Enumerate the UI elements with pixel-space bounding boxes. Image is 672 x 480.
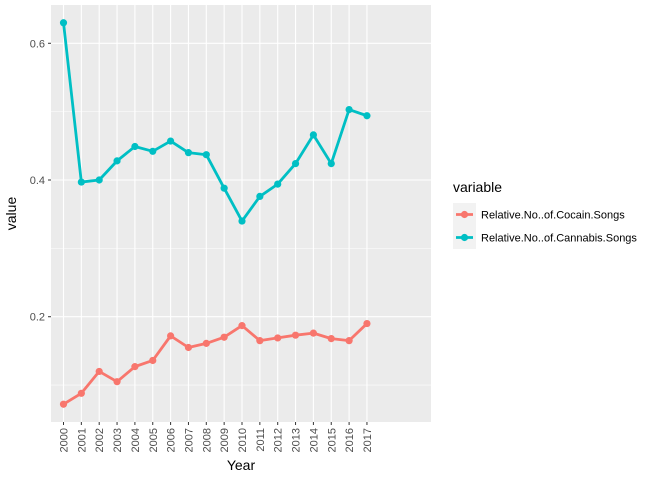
legend-label: Relative.No..of.Cannabis.Songs [481,233,637,245]
data-point [256,337,264,345]
series-1 [59,19,371,225]
data-point [345,105,353,114]
data-point [327,159,335,168]
data-point [77,178,85,186]
x-tick-label: 2009 [219,428,231,452]
y-axis-title: value [3,197,19,231]
x-tick-label: 2008 [201,428,213,452]
x-tick-label: 2007 [183,428,195,452]
data-point [202,339,210,347]
data-point [149,356,157,365]
minor-gridlines [51,111,431,386]
data-point [363,112,371,120]
x-tick-label: 2010 [237,428,249,452]
data-point [184,343,193,352]
data-point [149,147,157,155]
series-line [62,21,369,223]
data-point [309,131,317,139]
x-tick-label: 2000 [59,428,71,452]
x-tick-label: 2015 [326,428,338,452]
data-point [327,335,335,343]
data-point [131,142,139,151]
data-point [202,151,210,159]
data-point [220,333,228,341]
data-point [113,378,121,386]
data-point [291,159,300,168]
x-axis: 2000 2001 2002 2003 2004 2005 2006 2007 2008 2009… [59,422,374,452]
x-tick-label: 2005 [148,428,160,452]
data-point [95,176,103,184]
data-point [363,319,371,328]
legend: variable Relative.No..of.Cocain.Songs Rel… [453,179,637,249]
data-point [95,367,103,376]
x-tick-label: 2014 [308,428,320,452]
data-point [167,332,175,340]
x-tick-label: 2013 [291,428,303,452]
x-tick-label: 2016 [344,428,356,452]
data-point [220,184,228,192]
data-point [238,217,246,225]
data-point [59,19,68,27]
data-point [59,400,68,408]
data-point [184,149,193,157]
y-tick-label: 0.6 [30,38,45,50]
data-point [238,322,246,330]
data-point [167,137,175,145]
y-tick-label: 0.4 [30,175,45,187]
plot-panel [51,5,431,422]
series-0 [59,319,371,408]
series-layer [59,19,371,408]
data-point [291,331,300,339]
x-tick-label: 2001 [76,428,88,452]
legend-key [453,203,476,226]
x-tick-label: 2002 [94,428,106,452]
x-tick-label: 2012 [273,428,285,452]
x-axis-title: Year [227,457,256,473]
y-axis: 0.2 0.4 0.6 [30,38,51,324]
data-point [77,389,85,397]
x-tick-label: 2003 [112,428,124,452]
data-point [345,337,353,345]
y-tick-label: 0.2 [30,312,45,324]
data-point [131,363,139,371]
data-point [113,157,121,165]
data-point [274,334,282,342]
data-point [274,180,282,188]
legend-key [453,226,476,249]
data-point [256,192,264,201]
x-tick-label: 2011 [255,428,267,452]
x-tick-label: 2017 [362,428,374,452]
data-point [309,329,317,337]
x-tick-label: 2006 [166,428,178,452]
x-tick-label: 2004 [130,428,142,452]
legend-label: Relative.No..of.Cocain.Songs [481,210,625,222]
major-gridlines [51,5,431,422]
legend-title: variable [453,179,502,195]
